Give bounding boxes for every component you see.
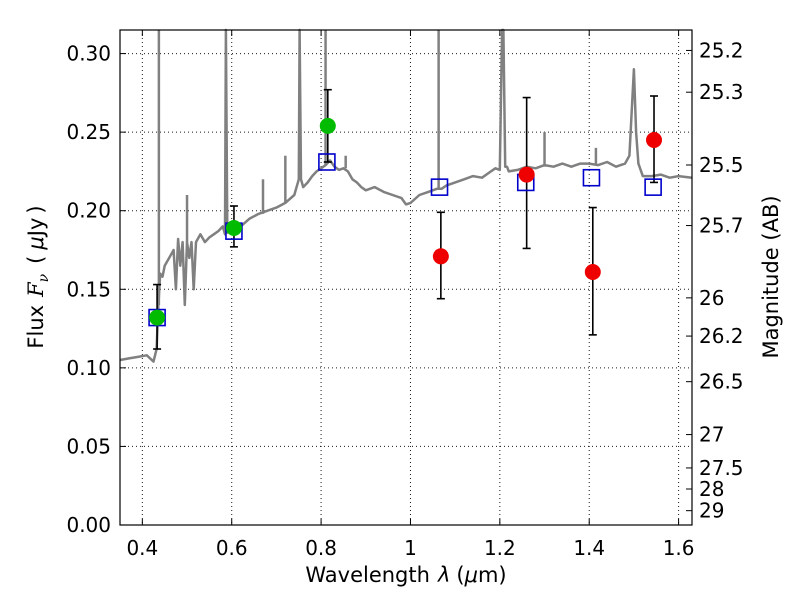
y-axis-unit-close: ) <box>24 205 48 213</box>
x-axis-unit: m <box>478 563 498 587</box>
y-axis-unit: Jy <box>24 218 48 239</box>
y-axis-ticks: 0.00 0.05 0.10 0.15 0.20 0.25 0.30 <box>66 42 126 537</box>
x-axis-label-text: Wavelength <box>305 563 430 587</box>
magnitude-tick-label-7: 27 <box>699 423 724 447</box>
y-axis-symbol-subscript: ν <box>36 273 52 282</box>
magnitude-tick-label-6: 26.5 <box>699 370 744 394</box>
y-tick-label-2: 0.10 <box>66 356 111 380</box>
magnitude-tick-label-0: 25.2 <box>699 38 744 62</box>
green-data-point-1 <box>225 220 242 236</box>
x-tick-label-5: 1.4 <box>573 536 605 560</box>
y-tick-label-5: 0.25 <box>66 120 111 144</box>
red-data-point-2 <box>584 264 601 280</box>
x-axis-unit-prefix: μ <box>464 563 478 587</box>
x-tick-label-2: 0.8 <box>305 536 337 560</box>
red-data-point-0 <box>432 248 449 265</box>
y-axis-label: Flux Fν ( μJy) <box>24 205 52 348</box>
template-spectrum-line <box>119 28 693 363</box>
model-square-2 <box>318 153 336 171</box>
magnitude-tick-label-2: 25.5 <box>699 153 744 177</box>
plot-frame <box>119 29 693 526</box>
magnitude-tick-label-3: 25.7 <box>699 214 744 238</box>
x-axis-unit-close: ) <box>498 563 506 587</box>
magnitude-axis-label: Magnitude (AB) <box>759 195 783 358</box>
x-tick-label-1: 0.6 <box>216 536 248 560</box>
y-tick-label-0: 0.00 <box>66 513 111 537</box>
magnitude-tick-label-1: 25.3 <box>699 80 744 104</box>
y-axis-unit-open: ( <box>24 256 48 264</box>
x-tick-label-6: 1.6 <box>663 536 695 560</box>
x-axis-label: Wavelength λ (μm) <box>305 563 506 587</box>
y-tick-label-1: 0.05 <box>66 434 111 458</box>
y-axis-label-text: Flux <box>24 305 48 349</box>
model-square-6 <box>644 178 662 196</box>
observed-photometry-points <box>149 117 663 326</box>
green-data-point-2 <box>319 117 336 134</box>
magnitude-tick-label-9: 28 <box>699 477 724 501</box>
model-square-3 <box>430 178 449 196</box>
x-axis-symbol: λ <box>437 563 450 587</box>
template-spectrum <box>119 28 693 363</box>
y-axis-unit-prefix: μ <box>24 236 48 250</box>
magnitude-tick-label-4: 26 <box>699 286 724 310</box>
model-square-5 <box>582 168 601 187</box>
y-tick-label-4: 0.20 <box>66 199 111 223</box>
green-data-point-0 <box>149 309 166 326</box>
x-axis-unit-open: ( <box>456 563 464 587</box>
x-tick-label-4: 1.2 <box>484 536 516 560</box>
y-tick-label-3: 0.15 <box>66 277 111 301</box>
x-tick-label-0: 0.4 <box>126 536 158 560</box>
magnitude-tick-label-10: 29 <box>699 499 724 523</box>
magnitude-tick-label-8: 27.5 <box>699 456 744 480</box>
magnitude-tick-label-5: 26.2 <box>699 324 744 348</box>
x-tick-label-3: 1 <box>404 536 417 560</box>
red-data-point-3 <box>646 132 663 148</box>
red-data-point-1 <box>518 166 535 183</box>
y-tick-label-6: 0.30 <box>66 42 111 66</box>
x-axis-ticks: 0.4 0.6 0.8 1 1.2 1.4 1.6 <box>126 30 695 560</box>
y-axis-symbol: F <box>24 281 48 298</box>
